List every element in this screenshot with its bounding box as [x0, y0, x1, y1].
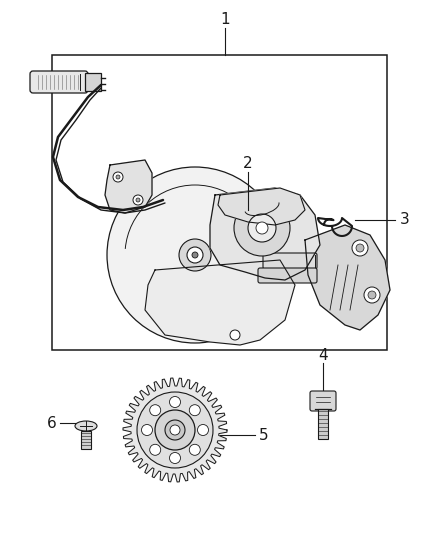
Circle shape	[165, 420, 185, 440]
Bar	[85, 73, 101, 91]
Circle shape	[356, 244, 364, 252]
Polygon shape	[218, 188, 305, 225]
Circle shape	[189, 445, 200, 455]
Polygon shape	[210, 188, 320, 280]
Bar	[318, 409, 328, 439]
Circle shape	[150, 445, 161, 455]
Circle shape	[141, 424, 152, 435]
Circle shape	[116, 175, 120, 179]
FancyBboxPatch shape	[258, 268, 317, 283]
Circle shape	[150, 405, 161, 416]
Polygon shape	[145, 260, 295, 345]
Circle shape	[137, 392, 213, 468]
Text: 4: 4	[318, 348, 328, 362]
Circle shape	[189, 405, 200, 416]
Polygon shape	[123, 378, 227, 482]
FancyBboxPatch shape	[263, 253, 317, 269]
Circle shape	[133, 195, 143, 205]
Circle shape	[107, 167, 283, 343]
Text: 1: 1	[220, 12, 230, 28]
Circle shape	[234, 200, 290, 256]
Circle shape	[170, 453, 180, 464]
Bar	[52, 55, 387, 350]
Text: 5: 5	[259, 427, 269, 442]
Circle shape	[230, 330, 240, 340]
Circle shape	[136, 198, 140, 202]
Circle shape	[256, 222, 268, 234]
Text: 3: 3	[400, 213, 410, 228]
Circle shape	[368, 291, 376, 299]
Circle shape	[248, 214, 276, 242]
Circle shape	[187, 247, 203, 263]
Bar	[81, 431, 91, 449]
FancyBboxPatch shape	[310, 391, 336, 411]
Circle shape	[155, 410, 195, 450]
Text: 2: 2	[243, 156, 253, 171]
Circle shape	[179, 239, 211, 271]
FancyBboxPatch shape	[30, 71, 88, 93]
Polygon shape	[305, 225, 390, 330]
Ellipse shape	[75, 421, 97, 431]
Circle shape	[364, 287, 380, 303]
Circle shape	[352, 240, 368, 256]
Circle shape	[113, 172, 123, 182]
Circle shape	[192, 252, 198, 258]
Circle shape	[170, 425, 180, 435]
Circle shape	[170, 397, 180, 408]
Polygon shape	[105, 160, 152, 213]
Text: 6: 6	[47, 416, 57, 431]
Circle shape	[198, 424, 208, 435]
